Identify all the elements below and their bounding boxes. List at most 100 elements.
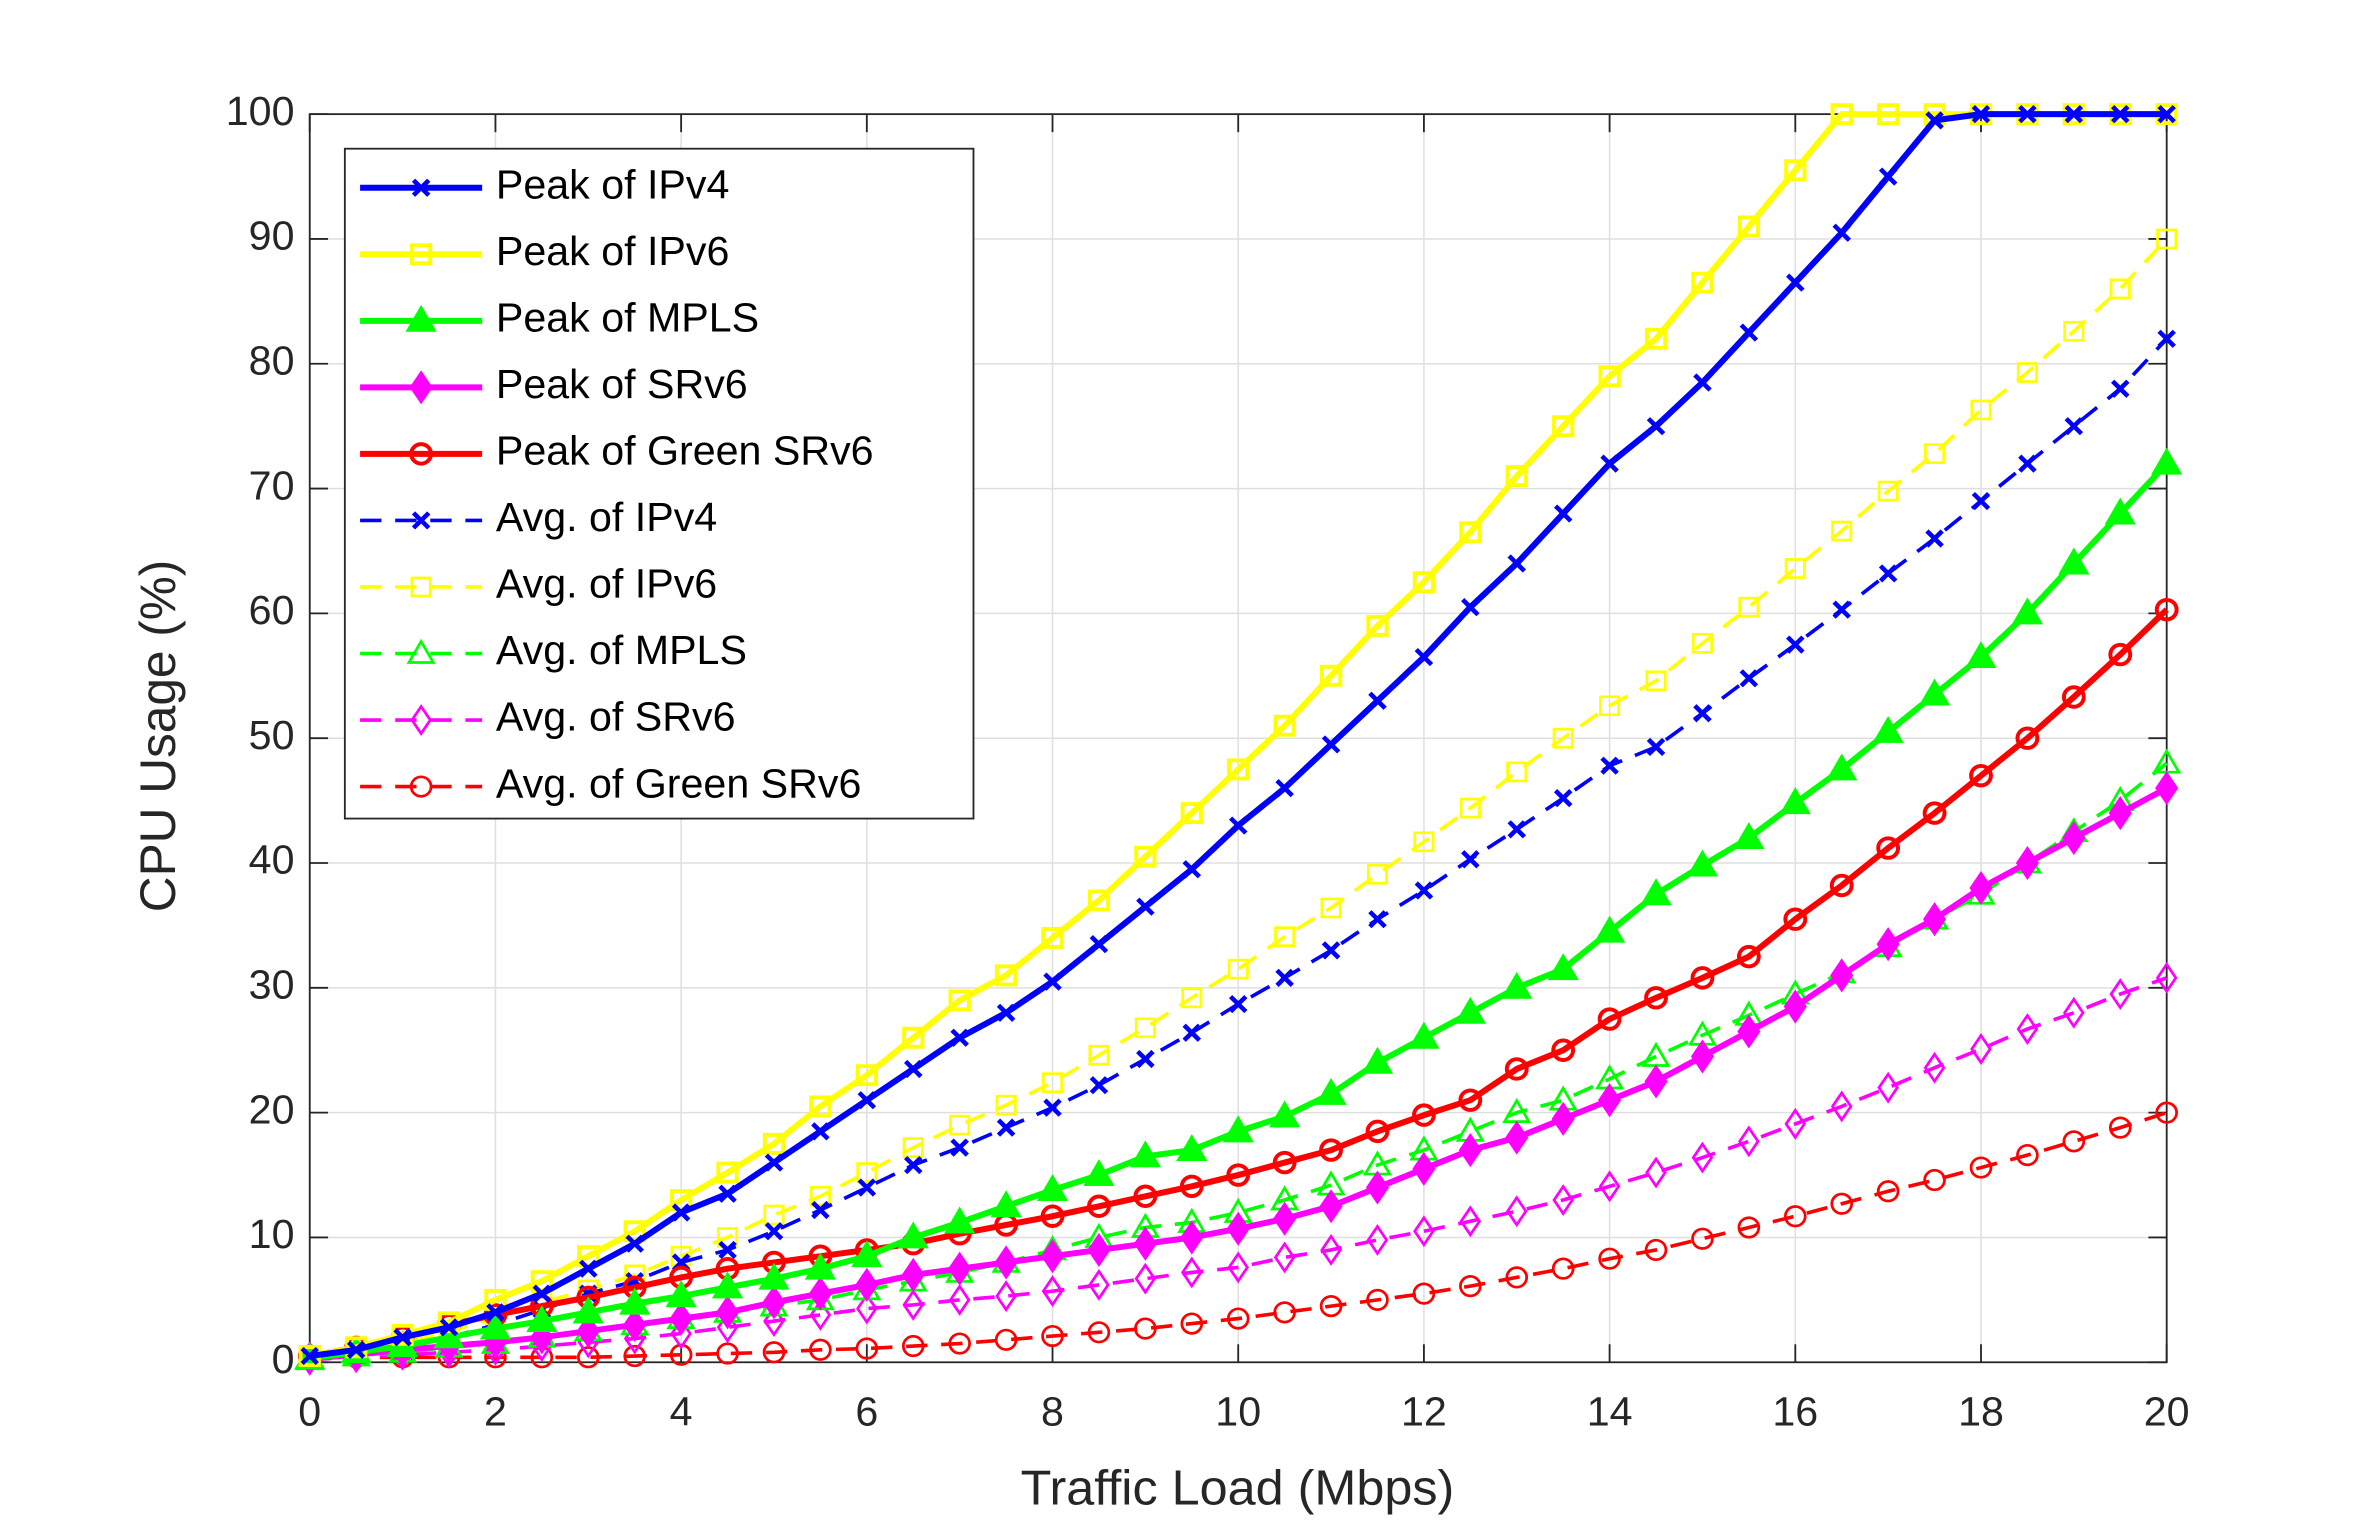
marker — [1089, 935, 1109, 954]
marker — [1273, 1241, 1296, 1274]
marker — [1228, 816, 1248, 835]
marker — [2064, 105, 2084, 124]
marker — [950, 1028, 969, 1047]
marker — [995, 1094, 1017, 1116]
marker — [1923, 1168, 1946, 1192]
marker — [1366, 614, 1389, 637]
marker — [1136, 1049, 1155, 1069]
marker — [1552, 727, 1574, 749]
marker — [577, 1245, 600, 1268]
marker — [1461, 850, 1480, 869]
marker — [665, 1280, 697, 1308]
marker — [902, 1137, 924, 1158]
marker — [718, 1240, 737, 1260]
marker — [2156, 228, 2178, 250]
marker — [996, 1003, 1016, 1022]
marker — [1738, 596, 1760, 618]
marker — [2108, 642, 2133, 667]
marker — [804, 1252, 837, 1280]
y-tick-label: 60 — [249, 587, 295, 633]
marker — [901, 1334, 925, 1358]
marker — [1784, 1107, 1807, 1140]
marker — [1969, 1156, 1993, 1179]
marker — [1226, 1307, 1250, 1330]
legend-label: Peak of IPv6 — [496, 228, 729, 274]
legend-label: Peak of IPv4 — [496, 162, 729, 208]
marker — [1598, 365, 1621, 388]
y-axis-label: CPU Usage (%) — [130, 560, 186, 912]
marker — [1269, 1100, 1301, 1128]
marker — [1459, 521, 1482, 544]
marker — [1597, 1007, 1622, 1031]
marker — [1923, 902, 1947, 937]
y-tick-label: 10 — [249, 1211, 295, 1257]
marker — [1830, 103, 1853, 126]
legend-marker — [409, 775, 433, 798]
marker — [1877, 1071, 1899, 1104]
marker — [1461, 598, 1480, 617]
marker — [811, 1200, 830, 1220]
marker — [1924, 443, 1946, 465]
marker — [856, 1162, 878, 1183]
marker — [856, 1292, 878, 1325]
marker — [808, 1276, 832, 1311]
marker — [948, 1332, 971, 1355]
marker — [902, 1026, 925, 1049]
marker — [2016, 1143, 2039, 1167]
marker — [1319, 664, 1343, 687]
x-tick-label: 6 — [855, 1389, 878, 1435]
marker — [855, 1064, 878, 1087]
marker — [1273, 714, 1296, 737]
marker — [1738, 1125, 1760, 1158]
series-line — [309, 607, 2169, 1359]
marker — [948, 1251, 972, 1286]
marker — [1133, 1226, 1157, 1261]
legend-label: Peak of SRv6 — [496, 361, 748, 407]
marker — [762, 1341, 786, 1364]
marker — [1182, 860, 1202, 879]
marker — [2062, 821, 2086, 856]
marker — [717, 1227, 739, 1248]
marker — [1918, 678, 1951, 706]
marker — [1644, 1238, 1668, 1262]
marker — [2104, 497, 2136, 525]
marker — [2018, 454, 2037, 473]
marker — [857, 1091, 877, 1110]
marker — [1784, 558, 1806, 579]
marker — [1087, 1321, 1111, 1344]
marker — [2063, 320, 2085, 342]
marker — [1505, 1195, 1528, 1228]
marker — [902, 1288, 925, 1321]
y-tick-label: 50 — [249, 712, 295, 758]
marker — [1041, 1324, 1064, 1348]
marker — [764, 1222, 784, 1241]
marker — [1181, 987, 1203, 1009]
marker — [1925, 529, 1944, 548]
marker — [619, 1287, 651, 1315]
marker — [1830, 1090, 1853, 1123]
marker — [1876, 927, 1900, 962]
marker — [2157, 329, 2176, 348]
marker — [486, 1303, 505, 1322]
marker — [484, 1288, 507, 1311]
marker — [1783, 989, 1807, 1024]
marker — [1180, 802, 1203, 825]
marker — [950, 1138, 969, 1157]
marker — [2108, 1116, 2132, 1139]
marker — [904, 1155, 923, 1175]
marker — [1319, 1138, 1343, 1162]
marker — [1501, 971, 1533, 999]
marker — [1088, 1044, 1110, 1066]
series — [298, 103, 2178, 1367]
marker — [1599, 695, 1621, 717]
marker — [1040, 1204, 1065, 1228]
marker — [1736, 944, 1761, 969]
marker — [1505, 1120, 1529, 1155]
marker — [1969, 870, 1993, 906]
legend-label: Avg. of IPv4 — [496, 494, 717, 540]
marker — [1176, 1134, 1208, 1162]
x-tick-label: 2 — [484, 1389, 507, 1435]
marker — [1319, 1294, 1343, 1318]
legend-marker — [410, 704, 432, 736]
